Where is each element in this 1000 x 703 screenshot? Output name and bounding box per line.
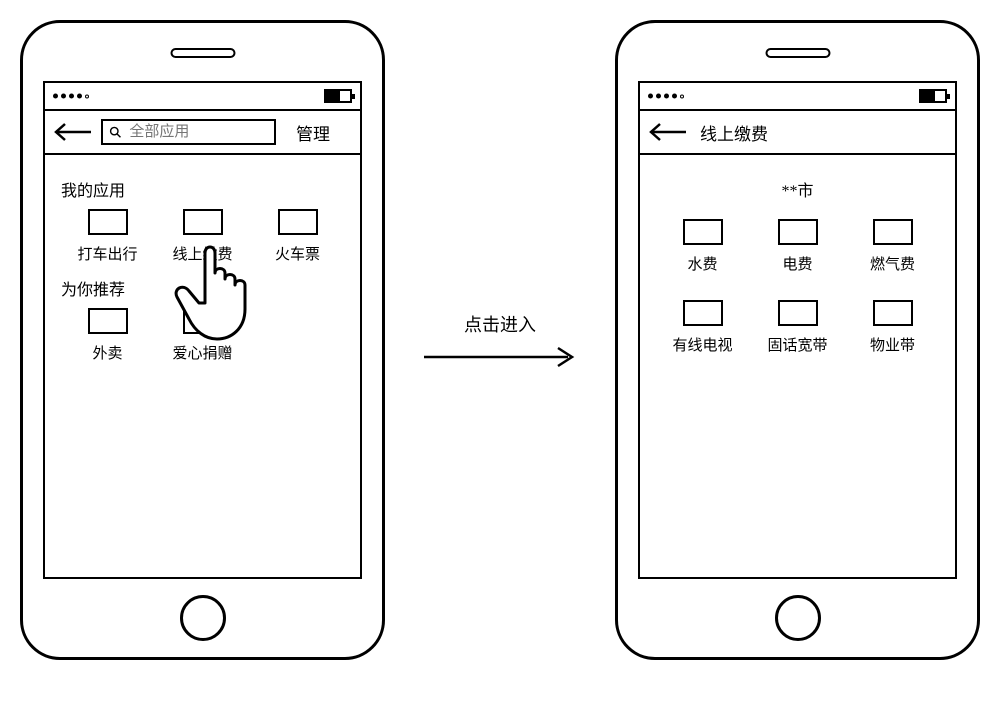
speaker-slot (170, 48, 235, 58)
search-icon (109, 125, 121, 139)
tile-icon (683, 300, 723, 326)
screen-right: 线上缴费 **市 水费 电费 燃气费 (638, 81, 957, 579)
tile-delivery[interactable]: 外卖 (63, 308, 152, 363)
tile-label: 水费 (687, 253, 717, 274)
tile-label: 打车出行 (77, 243, 137, 264)
manage-link[interactable]: 管理 (296, 120, 330, 145)
tile-icon (88, 308, 128, 334)
home-button[interactable] (180, 595, 226, 641)
screen-left: 管理 我的应用 打车出行 线上缴费 火车票 (43, 81, 362, 579)
tile-label: 电费 (782, 253, 812, 274)
battery-icon (324, 89, 352, 103)
status-bar (45, 83, 360, 111)
city-label: **市 (652, 177, 943, 201)
back-arrow-icon[interactable] (53, 122, 93, 142)
page-title: 线上缴费 (700, 120, 768, 145)
tile-icon (778, 219, 818, 245)
transition: 点击进入 (415, 311, 585, 369)
signal-dots-icon (53, 94, 89, 99)
grid-bills: 水费 电费 燃气费 有线电视 (658, 219, 937, 355)
content-right: **市 水费 电费 燃气费 (640, 155, 955, 577)
arrow-right-icon (420, 345, 580, 369)
tile-water[interactable]: 水费 (658, 219, 747, 274)
battery-icon (919, 89, 947, 103)
tile-icon (873, 219, 913, 245)
search-box[interactable] (101, 119, 276, 145)
tile-icon (683, 219, 723, 245)
content-left: 我的应用 打车出行 线上缴费 火车票 为你推荐 (45, 155, 360, 577)
home-button[interactable] (775, 595, 821, 641)
tile-cable-tv[interactable]: 有线电视 (658, 300, 747, 355)
tile-label: 物业带 (870, 334, 915, 355)
phone-left: 管理 我的应用 打车出行 线上缴费 火车票 (20, 20, 385, 660)
tile-label: 固话宽带 (767, 334, 827, 355)
status-bar (640, 83, 955, 111)
diagram-stage: 管理 我的应用 打车出行 线上缴费 火车票 (20, 20, 980, 660)
search-input[interactable] (127, 123, 268, 142)
tap-hand-icon (165, 231, 285, 351)
phone-right: 线上缴费 **市 水费 电费 燃气费 (615, 20, 980, 660)
tile-broadband[interactable]: 固话宽带 (753, 300, 842, 355)
tile-icon (873, 300, 913, 326)
tile-icon (778, 300, 818, 326)
header-row: 管理 (45, 111, 360, 155)
section-title-my-apps: 我的应用 (61, 177, 348, 201)
header-row: 线上缴费 (640, 111, 955, 155)
signal-dots-icon (648, 94, 684, 99)
transition-label: 点击进入 (464, 311, 536, 337)
tile-label: 燃气费 (870, 253, 915, 274)
back-arrow-icon[interactable] (648, 122, 688, 142)
tile-icon (88, 209, 128, 235)
tile-property[interactable]: 物业带 (848, 300, 937, 355)
tile-label: 外卖 (92, 342, 122, 363)
tile-label: 有线电视 (672, 334, 732, 355)
tile-gas[interactable]: 燃气费 (848, 219, 937, 274)
speaker-slot (765, 48, 830, 58)
tile-electric[interactable]: 电费 (753, 219, 842, 274)
tile-taxi[interactable]: 打车出行 (63, 209, 152, 264)
